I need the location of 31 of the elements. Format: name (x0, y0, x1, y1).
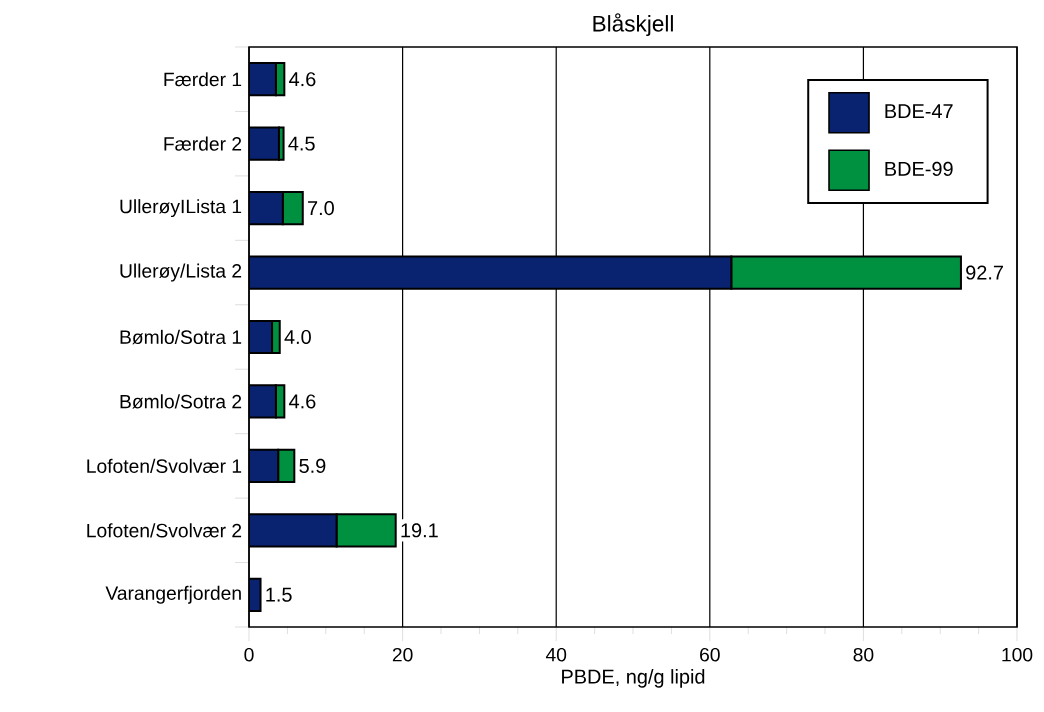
y-tick-label: UllerøyILista 1 (120, 199, 242, 218)
y-tick-label: Lofoten/Svolvær 1 (87, 458, 242, 473)
legend-label: BDE-47 (885, 104, 953, 119)
total-label: 4.5 (288, 136, 315, 151)
x-tick-label: 60 (700, 647, 720, 662)
y-tick-label: Færder 1 (164, 72, 242, 87)
chart-title: Blåskjell (593, 13, 673, 37)
x-tick-label: 0 (244, 647, 254, 662)
y-tick-label: Færder 2 (164, 136, 242, 151)
total-label: 1.5 (266, 587, 292, 602)
total-label: 5.9 (299, 458, 326, 473)
total-label: 7.0 (308, 201, 334, 216)
y-tick-label: Bømlo/Sotra 2 (120, 394, 242, 409)
bar (335, 513, 397, 548)
x-tick-label: 80 (853, 647, 874, 662)
bar (249, 513, 338, 548)
y-tick-label: Varangerfjorden (105, 585, 241, 604)
total-label: 4.6 (289, 72, 316, 87)
total-label: 19.1 (401, 523, 438, 538)
x-tick-label: 20 (392, 647, 413, 662)
y-tick-label: Lofoten/Svolvær 2 (87, 523, 242, 538)
bar (249, 255, 733, 290)
legend-label: BDE-99 (885, 161, 953, 176)
y-tick-label: Ullerøy/Lista 2 (120, 263, 242, 282)
x-axis-title: PBDE, ng/g lipid (562, 669, 705, 688)
x-tick-label: 100 (1002, 647, 1033, 662)
total-label: 92.7 (966, 265, 1003, 280)
total-label: 4.6 (289, 394, 316, 409)
y-tick-label: Bømlo/Sotra 1 (120, 329, 242, 345)
x-tick-label: 40 (545, 647, 567, 662)
total-label: 4.0 (284, 329, 311, 345)
